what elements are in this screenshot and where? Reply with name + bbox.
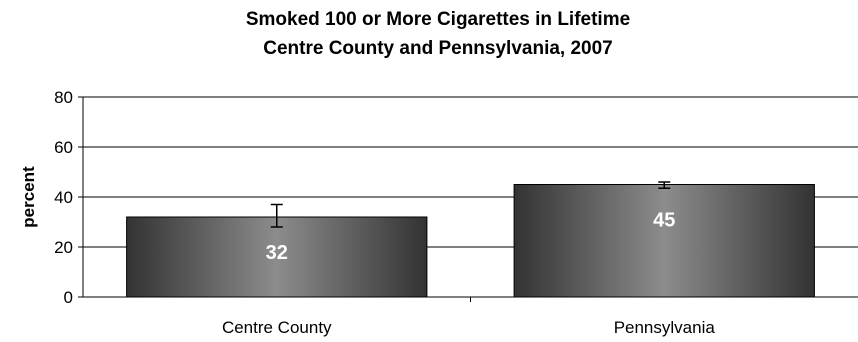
data-label: 45 [653,210,675,232]
bar-pennsylvania [513,184,815,298]
y-tick-label: 20 [54,238,73,257]
y-tick-label: 80 [54,88,73,107]
chart-title: Smoked 100 or More Cigarettes in Lifetim… [246,9,630,30]
y-tick-label: 60 [54,138,73,157]
y-tick-label: 0 [64,288,73,307]
bar-centre-county [126,216,428,298]
x-tick-label: Centre County [222,318,332,337]
y-tick-label: 40 [54,188,73,207]
y-axis-label: percent [19,166,38,228]
data-label: 32 [266,242,288,264]
x-tick-label: Pennsylvania [614,318,716,337]
chart-subtitle: Centre County and Pennsylvania, 2007 [263,38,613,59]
